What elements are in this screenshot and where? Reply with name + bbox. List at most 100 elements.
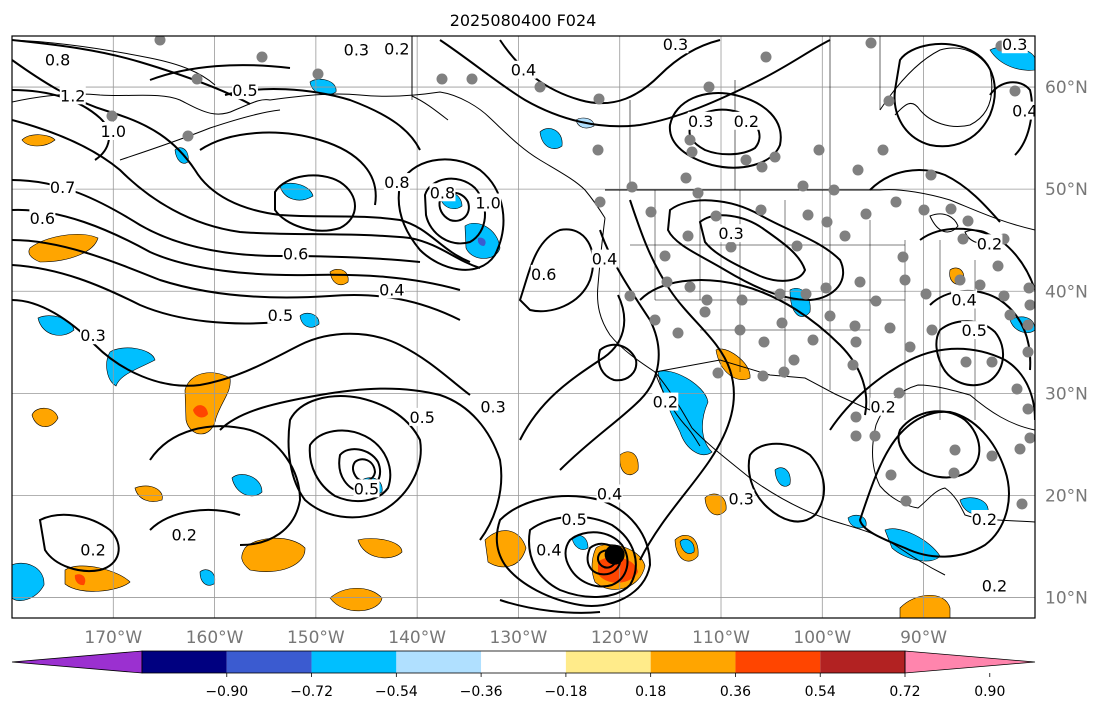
contour-line: [423, 177, 487, 245]
contour-line: [12, 119, 481, 269]
contour-label-background: [282, 244, 309, 263]
colorbar-tick-label: −0.18: [544, 684, 587, 700]
contour-label: 0.5: [268, 306, 293, 325]
observation-dot: [900, 495, 912, 507]
latitude-labels: 60°N 50°N 40°N 30°N 20°N 10°N: [1045, 78, 1088, 609]
positive-anomaly-patch: [74, 574, 86, 586]
observation-dot: [821, 216, 833, 228]
contour-line: [747, 442, 826, 523]
longitude-label: 150°W: [287, 628, 345, 648]
longitude-label: 160°W: [186, 628, 244, 648]
contour-line: [989, 81, 1033, 156]
observation-dot: [734, 324, 746, 336]
observation-dot: [954, 274, 966, 286]
contour-line: [586, 542, 622, 576]
negative-anomaly-patch: [657, 370, 713, 456]
observation-dot: [850, 430, 862, 442]
observation-dot: [1024, 299, 1035, 311]
contour-line: [149, 64, 291, 81]
contour-label: 0.3: [663, 35, 688, 54]
contour-line: [12, 208, 461, 291]
map-panel: 0.81.21.00.70.60.50.3 0.20.80.81.00.60.50…: [11, 35, 1036, 619]
baja-coastline: [654, 371, 701, 447]
latitude-label: 10°N: [1045, 589, 1088, 609]
colorbar-segment: [481, 651, 566, 673]
observation-dot: [755, 204, 767, 216]
gulf-of-mexico-coastline: [872, 384, 1035, 523]
longitude-label: 170°W: [84, 628, 142, 648]
observation-dot: [899, 274, 911, 286]
longitude-label: 120°W: [591, 628, 649, 648]
contour-label: 0.2: [80, 541, 105, 560]
observation-dot: [920, 288, 932, 300]
observation-dot: [800, 288, 812, 300]
observation-dot: [154, 36, 166, 46]
observation-dot: [1022, 346, 1034, 358]
colorbar-segment: [735, 651, 821, 673]
observation-dot: [593, 93, 605, 105]
colorbar-tick-label: −0.90: [205, 684, 248, 700]
colorbar-segment: [142, 651, 227, 673]
contour-label-background: [733, 111, 760, 130]
observation-dot: [986, 356, 998, 368]
contour-line: [668, 92, 782, 169]
observation-dot: [712, 367, 724, 379]
contour-label-background: [718, 224, 745, 243]
observation-dot: [1011, 383, 1023, 395]
contour-label: 0.3: [1002, 35, 1027, 54]
longitude-label: 90°W: [900, 628, 947, 648]
observation-dot: [1016, 498, 1028, 510]
observation-dot: [774, 288, 786, 300]
contour-label-background: [44, 50, 71, 69]
colorbar-tick-label: 0.72: [889, 684, 920, 700]
contour-label-background: [976, 234, 1003, 253]
observation-dot: [672, 327, 684, 339]
longitude-label: 110°W: [692, 628, 750, 648]
colorbar-segment: [650, 651, 736, 673]
contour-line: [858, 410, 1010, 558]
contour-label-background: [49, 178, 76, 197]
contour-label: 0.6: [30, 209, 55, 228]
positive-anomaly-patch: [28, 234, 99, 263]
observation-dot: [926, 324, 938, 336]
contour-label: 0.2: [977, 234, 1002, 253]
colorbar-upper-extend: [904, 650, 1036, 674]
observation-dot: [106, 110, 118, 122]
observation-dot: [534, 81, 546, 93]
observation-dot: [802, 209, 814, 221]
longitude-label: 140°W: [388, 628, 446, 648]
positive-anomaly-patch: [21, 134, 56, 147]
observation-dot: [893, 387, 905, 399]
observation-dot: [788, 354, 800, 366]
contour-label: 0.3: [729, 490, 754, 509]
contour-line: [12, 179, 421, 263]
contour-label-background: [981, 576, 1008, 595]
observation-dot: [962, 215, 974, 227]
contour-label-background: [971, 510, 998, 528]
contour-label-background: [591, 249, 618, 268]
observation-dot: [626, 181, 638, 193]
observation-dot: [1009, 85, 1021, 97]
observation-dot: [828, 184, 840, 196]
observation-dot: [661, 276, 673, 288]
observation-dot: [904, 341, 916, 353]
observation-dot: [776, 317, 788, 329]
colorbar-tick-label: 0.36: [720, 684, 751, 700]
contour-label: 0.3: [80, 326, 105, 345]
observation-dot: [865, 37, 877, 49]
colorbar-segment: [396, 651, 482, 673]
observation-dot: [813, 144, 825, 156]
observation-dot: [592, 144, 604, 156]
map-background: [12, 36, 1035, 618]
contour-label: 0.3: [718, 224, 743, 243]
contour-label-background: [652, 392, 679, 411]
contour-label: 0.3: [344, 40, 369, 59]
alaska-peninsula-coastline: [119, 109, 281, 161]
observation-dot: [757, 370, 769, 382]
observation-dot: [854, 276, 866, 288]
observation-dot: [820, 282, 832, 294]
observation-dot: [769, 151, 781, 163]
contour-label-background: [378, 280, 405, 299]
observation-dot: [740, 154, 752, 166]
positive-anomaly-patch: [193, 405, 208, 418]
